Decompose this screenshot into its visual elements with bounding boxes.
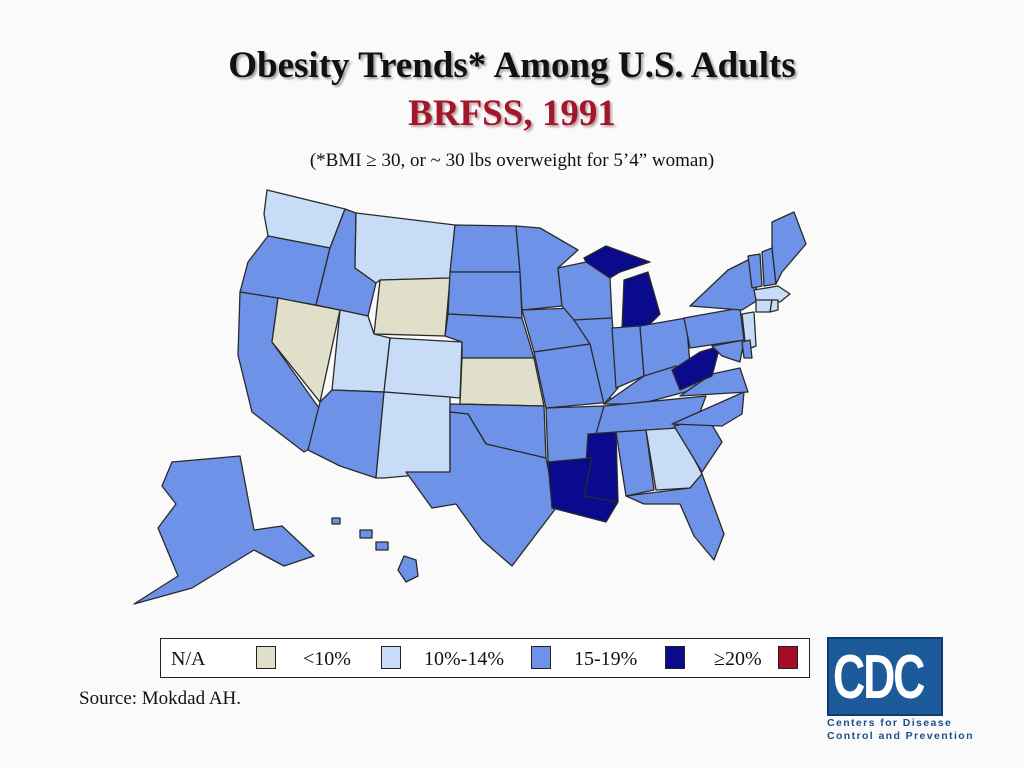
- state-nc: [671, 391, 745, 427]
- state-hi-islands-2: [359, 529, 373, 539]
- legend-label-gte20: ≥20%: [714, 648, 762, 670]
- state-ma: [753, 285, 791, 303]
- state-wy: [373, 277, 451, 337]
- state-ny: [689, 257, 759, 311]
- cdc-logo-text: CDC: [833, 643, 925, 712]
- legend-label-na: N/A: [171, 648, 206, 670]
- legend-swatch-na: [256, 646, 276, 669]
- legend-swatch-lt10: [381, 646, 401, 669]
- state-sd: [447, 271, 523, 319]
- state-mi: [583, 245, 651, 279]
- cdc-caption-line1: Centers for Disease: [827, 717, 953, 729]
- map-subtitle: BRFSS, 1991: [408, 93, 616, 134]
- state-vt: [747, 253, 763, 289]
- legend-swatch-gte20: [778, 646, 798, 669]
- state-ct: [755, 299, 773, 313]
- legend-swatch-15-19: [665, 646, 685, 669]
- state-mi-lower: [621, 271, 661, 329]
- state-fl: [625, 473, 725, 561]
- source-note: Source: Mokdad AH.: [79, 688, 242, 709]
- state-al: [615, 429, 655, 497]
- state-me: [771, 211, 807, 285]
- state-tx: [405, 411, 557, 567]
- cdc-caption-line2: Control and Prevention: [827, 730, 974, 742]
- state-hi-islands-3: [375, 541, 389, 551]
- state-nm: [375, 391, 451, 479]
- state-wv: [671, 345, 721, 391]
- state-ks: [459, 357, 545, 407]
- bmi-footnote: (*BMI ≥ 30, or ~ 30 lbs overweight for 5…: [309, 150, 715, 171]
- state-il: [573, 317, 619, 405]
- state-az: [307, 389, 385, 479]
- map-legend: N/A <10% 10%-14% 15-19% ≥20%: [160, 638, 810, 678]
- legend-swatch-10-14: [531, 646, 551, 669]
- state-ak: [133, 455, 315, 605]
- state-la: [547, 457, 619, 523]
- state-hi: [397, 555, 419, 583]
- state-de: [741, 339, 753, 359]
- legend-label-lt10: <10%: [303, 648, 351, 670]
- legend-label-10-14: 10%-14%: [424, 648, 504, 670]
- state-mt: [354, 212, 456, 284]
- state-md: [711, 339, 745, 363]
- legend-label-15-19: 15-19%: [574, 648, 638, 670]
- state-ri: [769, 299, 779, 313]
- state-nd: [449, 224, 521, 273]
- cdc-logo: CDC: [827, 637, 943, 716]
- state-co: [383, 337, 463, 399]
- state-hi-islands: [331, 517, 341, 525]
- map-title: Obesity Trends* Among U.S. Adults: [228, 45, 796, 86]
